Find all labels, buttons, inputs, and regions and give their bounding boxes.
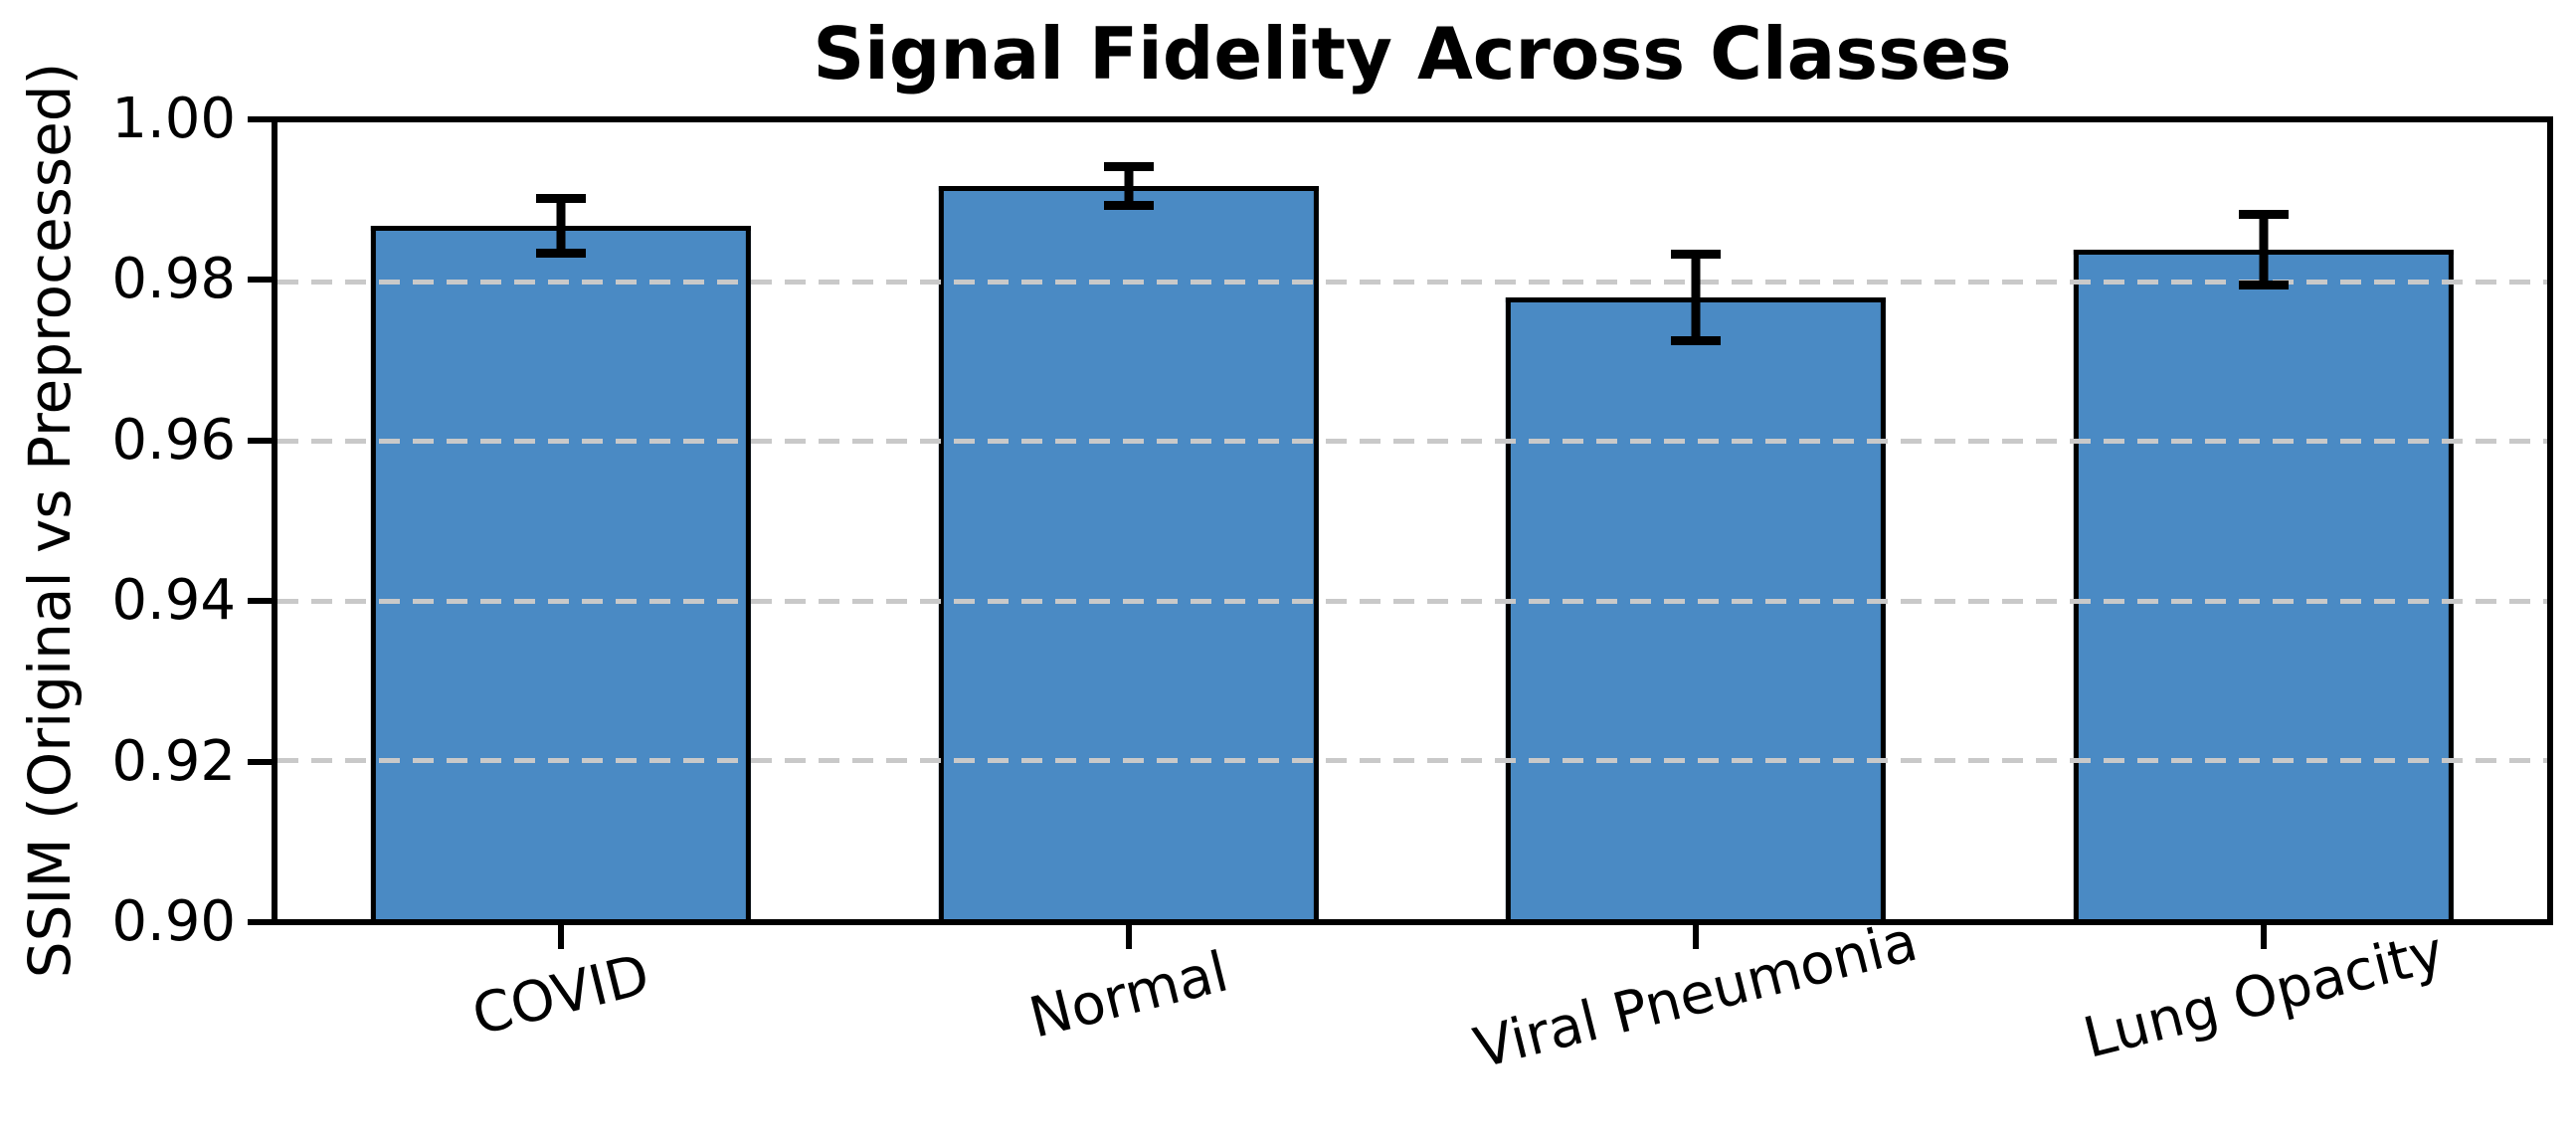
y-tick-mark xyxy=(248,758,272,765)
y-tick-label: 0.92 xyxy=(111,728,236,794)
y-tick-label: 0.96 xyxy=(111,407,236,473)
bar-viral-pneumonia xyxy=(1506,297,1887,919)
x-tick-label-covid: COVID xyxy=(465,942,656,1049)
y-tick-mark xyxy=(248,598,272,605)
bar-lung-opacity xyxy=(2073,250,2454,919)
x-tick-mark xyxy=(558,925,565,949)
x-tick-mark xyxy=(1125,925,1132,949)
y-tick-mark xyxy=(248,277,272,284)
y-tick-mark xyxy=(248,437,272,444)
bar-normal xyxy=(938,186,1319,919)
x-tick-label-normal: Normal xyxy=(1022,939,1234,1051)
y-tick-label: 0.98 xyxy=(111,247,236,312)
x-tick-mark xyxy=(1693,925,1700,949)
bar-covid xyxy=(371,226,752,919)
y-tick-label: 0.90 xyxy=(111,889,236,954)
bar-slot xyxy=(277,122,845,919)
bar-slot xyxy=(1412,122,1980,919)
plot-area xyxy=(272,116,2553,925)
bar-slot xyxy=(845,122,1413,919)
y-tick-mark xyxy=(248,116,272,122)
y-tick-mark xyxy=(248,919,272,925)
x-tick-mark xyxy=(2260,925,2267,949)
bar-slot xyxy=(1980,122,2548,919)
y-tick-label: 1.00 xyxy=(111,87,236,151)
bars-layer xyxy=(277,122,2547,919)
y-axis-label: SSIM (Original vs Preprocessed) xyxy=(16,62,84,979)
y-tick-label: 0.94 xyxy=(111,568,236,634)
chart-title: Signal Fidelity Across Classes xyxy=(813,12,2012,96)
